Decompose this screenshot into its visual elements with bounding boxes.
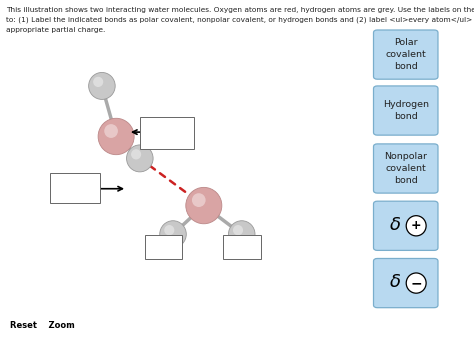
Ellipse shape [98,118,134,155]
FancyBboxPatch shape [50,173,100,203]
FancyBboxPatch shape [223,235,261,259]
FancyBboxPatch shape [140,117,194,149]
Text: +: + [411,219,421,232]
Ellipse shape [164,225,174,235]
Ellipse shape [89,72,115,99]
Ellipse shape [186,187,222,224]
Ellipse shape [406,216,426,236]
FancyBboxPatch shape [374,201,438,250]
Ellipse shape [406,273,426,293]
Ellipse shape [233,225,243,235]
Text: This illustration shows two interacting water molecules. Oxygen atoms are red, h: This illustration shows two interacting … [6,7,474,13]
Ellipse shape [127,145,153,172]
Text: Reset    Zoom: Reset Zoom [10,320,75,330]
Text: Polar
covalent
bond: Polar covalent bond [385,38,426,71]
FancyBboxPatch shape [374,144,438,193]
Text: Nonpolar
covalent
bond: Nonpolar covalent bond [384,152,427,185]
Text: appropriate partial charge.: appropriate partial charge. [6,27,105,33]
Ellipse shape [192,193,206,207]
Text: $\delta$: $\delta$ [389,216,401,234]
Text: $\delta$: $\delta$ [389,273,401,292]
FancyBboxPatch shape [374,86,438,135]
Ellipse shape [104,124,118,138]
Ellipse shape [160,221,186,248]
Ellipse shape [228,221,255,248]
Text: Hydrogen
bond: Hydrogen bond [383,100,429,121]
Ellipse shape [93,77,103,87]
Ellipse shape [131,149,141,159]
FancyBboxPatch shape [374,258,438,308]
Text: to: (1) Label the indicated bonds as polar covalent, nonpolar covalent, or hydro: to: (1) Label the indicated bonds as pol… [6,17,474,23]
FancyBboxPatch shape [374,30,438,79]
Text: −: − [410,276,422,290]
FancyBboxPatch shape [145,235,182,259]
